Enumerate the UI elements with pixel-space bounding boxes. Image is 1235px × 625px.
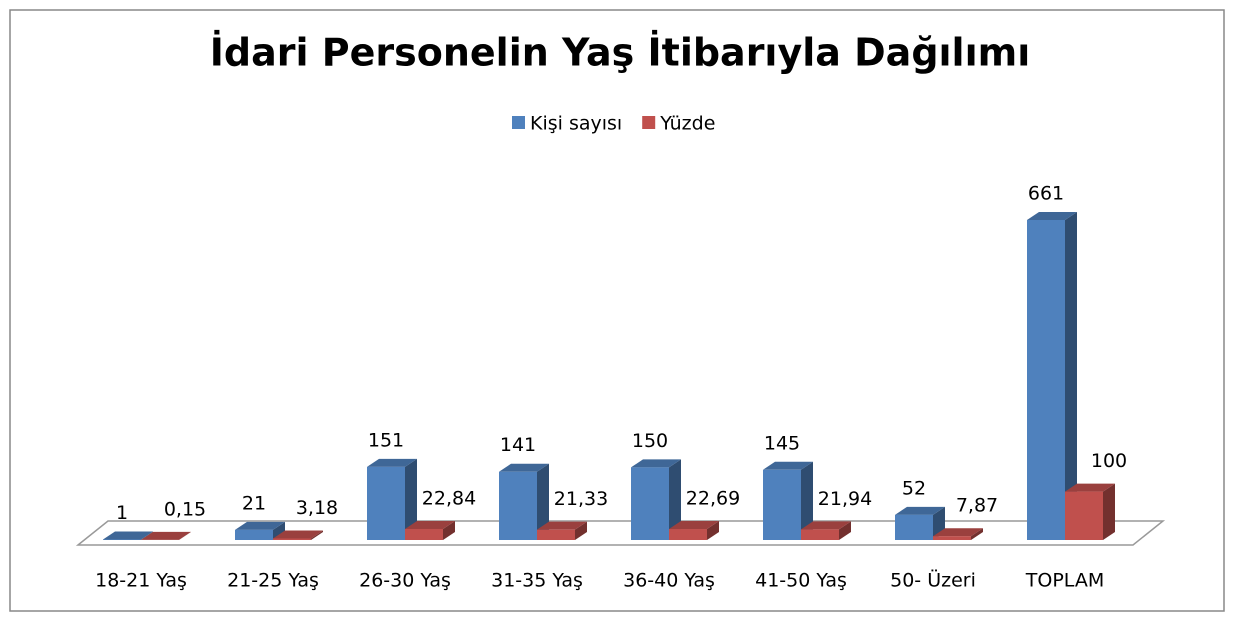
bar-front: [537, 530, 575, 540]
x-tick-label: 18-21 Yaş: [95, 570, 187, 592]
data-label: 52: [902, 477, 926, 499]
data-label: 22,84: [422, 487, 476, 509]
data-label: 100: [1091, 450, 1127, 472]
data-label: 145: [764, 432, 800, 454]
bar-front: [405, 529, 443, 540]
bar-front: [669, 529, 707, 540]
data-label: 661: [1028, 183, 1064, 205]
bar-front: [895, 515, 933, 540]
x-tick-label: TOPLAM: [1025, 570, 1104, 592]
chart-title: İdari Personelin Yaş İtibarıyla Dağılımı: [210, 31, 1030, 75]
x-tick-label: 31-35 Yaş: [491, 570, 583, 592]
data-label: 141: [500, 434, 536, 456]
bar-front: [933, 536, 971, 540]
bar-front: [235, 530, 273, 540]
data-label: 21,94: [818, 488, 872, 510]
bar-front: [1065, 492, 1103, 540]
x-tick-label: 41-50 Yaş: [755, 570, 847, 592]
bar-front: [367, 467, 405, 540]
bar-front: [499, 472, 537, 540]
data-label: 1: [116, 502, 128, 524]
bar-front: [763, 470, 801, 540]
x-tick-label: 50- Üzeri: [890, 569, 976, 592]
bar-side: [1103, 484, 1115, 540]
bar-front: [631, 467, 669, 540]
x-tick-label: 26-30 Yaş: [359, 570, 451, 592]
bar: [1065, 484, 1115, 540]
data-label: 3,18: [296, 497, 338, 519]
data-label: 0,15: [164, 498, 206, 520]
bar-front: [801, 529, 839, 540]
bar-front: [273, 538, 311, 540]
data-label: 21,33: [554, 488, 608, 510]
bar-front: [1027, 220, 1065, 540]
data-label: 151: [368, 429, 404, 451]
legend-swatch: [642, 116, 655, 129]
data-label: 150: [632, 430, 668, 452]
legend-label: Kişi sayısı: [530, 113, 622, 135]
data-label: 21: [242, 492, 266, 514]
legend-label: Yüzde: [659, 113, 715, 135]
x-tick-label: 36-40 Yaş: [623, 570, 715, 592]
legend-swatch: [512, 116, 525, 129]
x-tick-label: 21-25 Yaş: [227, 570, 319, 592]
data-label: 7,87: [956, 495, 998, 517]
data-label: 22,69: [686, 488, 740, 510]
